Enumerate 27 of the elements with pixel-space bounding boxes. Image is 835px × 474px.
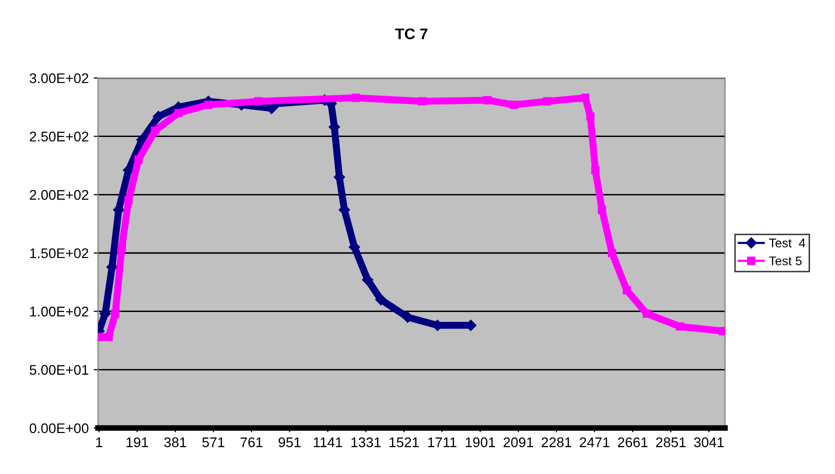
x-tick-label: 191 [126, 437, 148, 448]
legend-label: Test 4 [769, 238, 806, 248]
y-tick-label: 3.00E+02 [30, 73, 88, 84]
x-tick-label: 1901 [466, 437, 495, 448]
x-tick-label: 1 [96, 438, 102, 448]
x-tick-label: 2661 [618, 437, 648, 448]
x-tick-label: 1521 [390, 437, 419, 448]
y-tick-label: 1.50E+02 [30, 248, 88, 258]
y-tick-label: 5.00E+01 [30, 365, 88, 375]
x-tick-label: 2471 [580, 437, 610, 448]
y-tick-label: 0.00E+00 [30, 423, 88, 434]
x-tick-label: 761 [240, 437, 262, 448]
x-tick-label: 951 [278, 437, 301, 448]
x-tick-label: 381 [164, 437, 186, 448]
x-tick-label: 1141 [314, 438, 342, 448]
x-tick-label: 2281 [542, 437, 572, 448]
y-tick-label: 2.00E+02 [30, 190, 88, 200]
legend-label: Test 5 [769, 256, 802, 266]
x-tick-label: 571 [202, 438, 224, 448]
y-tick-label: 2.50E+02 [30, 132, 88, 142]
x-tick-label: 1331 [351, 437, 381, 448]
x-tick-label: 3041 [694, 437, 724, 448]
y-tick-label: 1.00E+02 [30, 306, 88, 317]
x-tick-label: 2091 [504, 437, 534, 448]
chart-title: TC 7 [395, 28, 428, 40]
x-tick-label: 2851 [656, 437, 686, 448]
x-tick-label: 1711 [428, 438, 456, 448]
